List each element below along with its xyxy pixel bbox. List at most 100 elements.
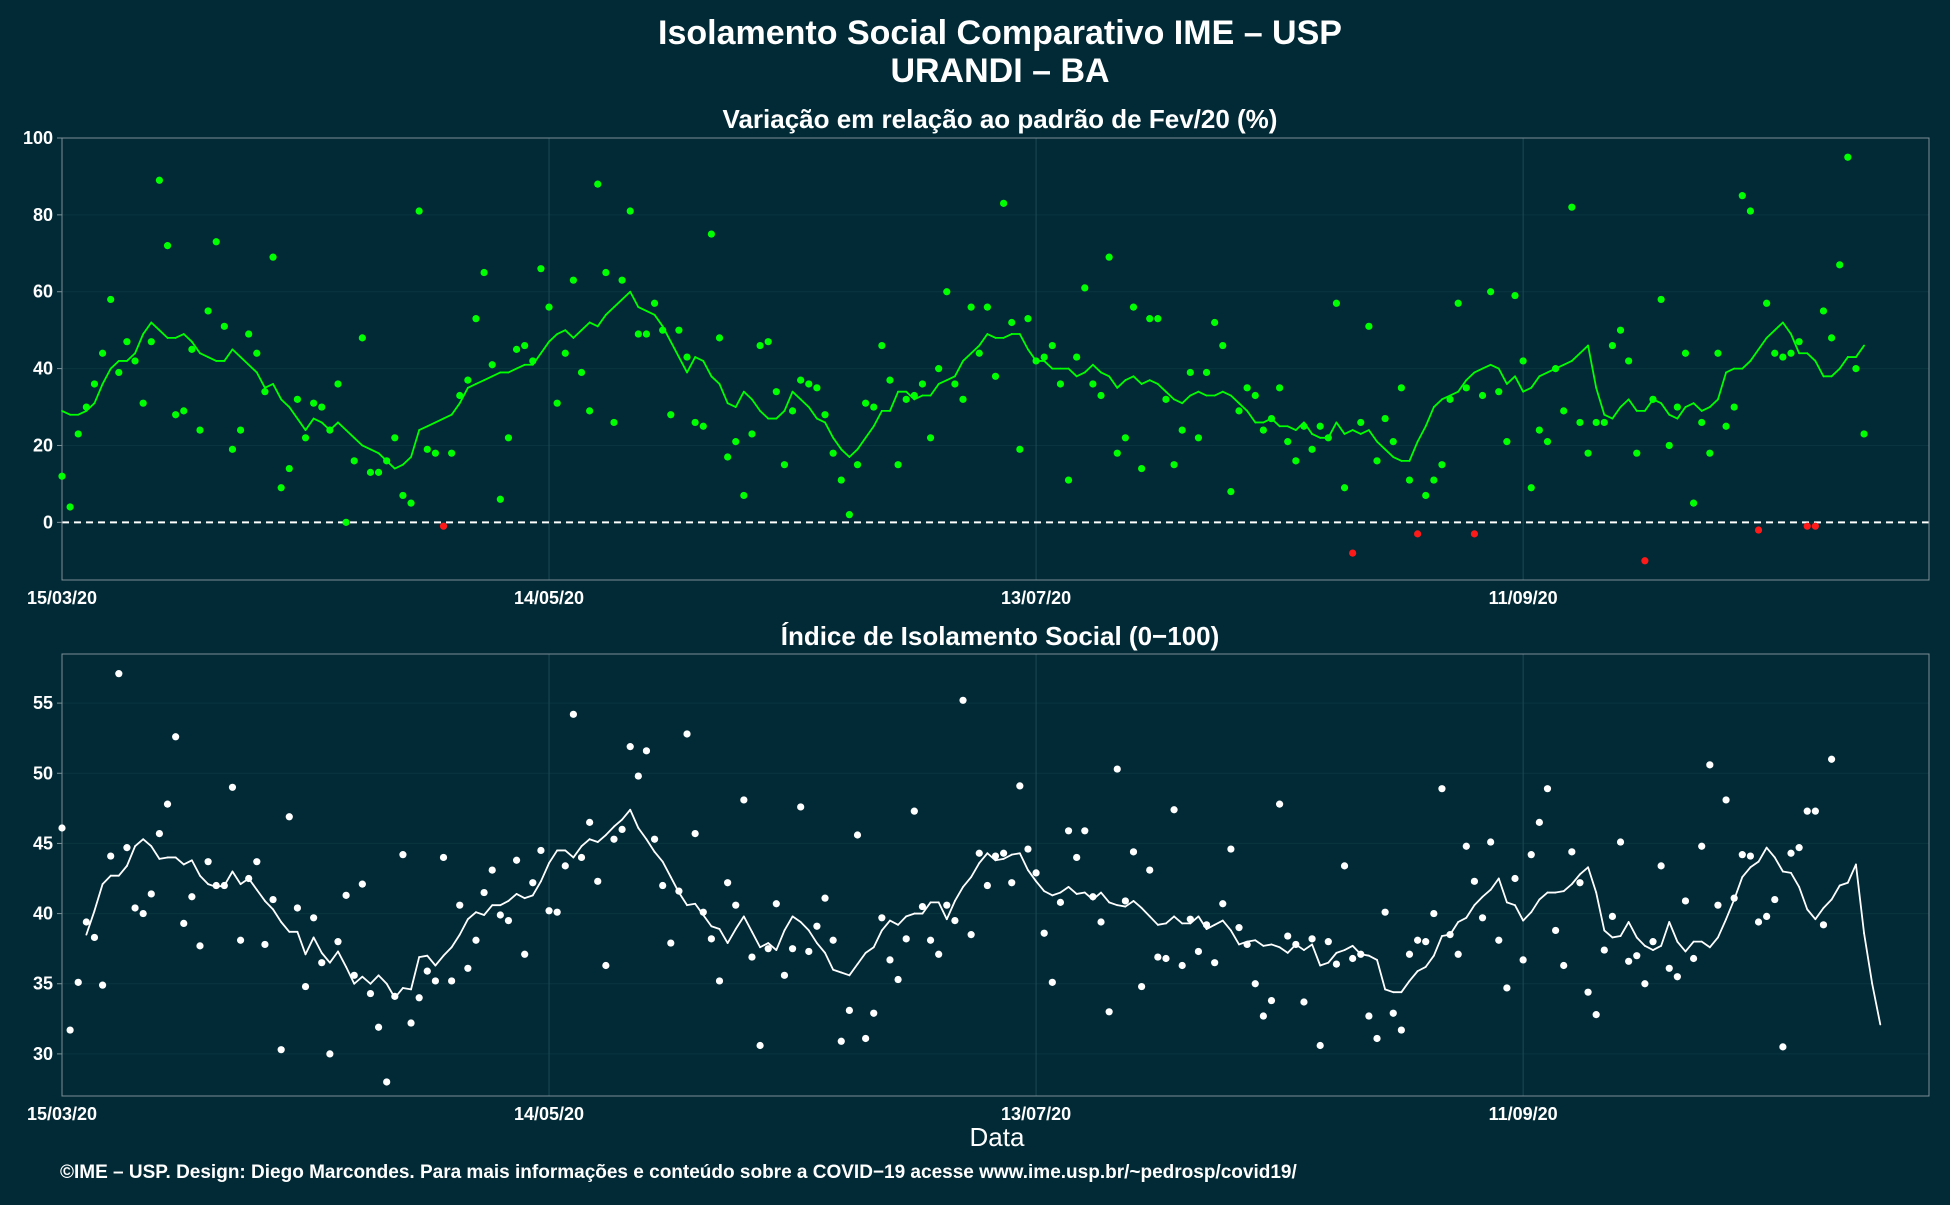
daily-point [74,430,82,438]
daily-point [1211,318,1219,327]
daily-point [1186,368,1194,377]
daily-point [212,881,220,890]
moving-average-segment [937,901,948,921]
moving-average-segment [1627,398,1638,412]
moving-average-segment [304,936,315,956]
daily-point [188,893,196,901]
daily-point [1089,380,1097,388]
daily-point [1811,522,1819,530]
daily-point [350,971,358,979]
moving-average-segment [1514,375,1525,393]
moving-average-segment [1481,888,1492,898]
daily-point [1389,438,1397,446]
daily-point [918,902,927,911]
daily-point [1722,422,1730,430]
daily-point [472,936,480,944]
daily-point [1698,842,1706,850]
daily-point [626,743,634,751]
moving-average-segment [1814,907,1825,921]
moving-average-segment [1481,363,1492,370]
daily-point [1576,879,1584,887]
moving-average-segment [629,808,640,829]
moving-average-segment [1717,371,1727,401]
y-tick-label: 40 [33,359,53,379]
moving-average-segment [434,417,445,424]
daily-point [675,887,683,895]
moving-average-segment [994,857,1005,862]
daily-point [391,992,399,1000]
moving-average-segment [1424,406,1435,428]
moving-average-segment [1855,863,1865,935]
daily-point [1665,441,1673,450]
moving-average-segment [1627,921,1638,939]
daily-point [220,322,228,330]
daily-point [1689,954,1698,963]
daily-point [959,395,967,403]
moving-average-segment [507,893,518,902]
moving-average-segment [613,818,623,828]
daily-point [1235,407,1243,415]
daily-point [1438,461,1446,469]
moving-average-segment [1806,352,1817,362]
daily-point [131,904,139,912]
moving-average-segment [1221,919,1232,932]
moving-average-segment [426,421,437,428]
daily-point [261,940,269,949]
daily-point [1746,207,1755,215]
daily-point [1276,800,1284,808]
moving-average-segment [1700,940,1711,949]
daily-point [439,853,448,862]
daily-point [464,964,472,972]
moving-average-segment [369,974,380,985]
daily-point [1795,338,1803,346]
moving-average-segment [304,417,315,432]
moving-average-segment [337,950,348,968]
daily-point [1568,203,1576,211]
daily-point [602,961,610,970]
daily-point [1324,938,1332,946]
moving-average-segment [1765,329,1776,339]
moving-average-segment [1846,863,1857,884]
daily-point [1446,931,1454,939]
daily-point [1405,950,1414,958]
moving-average-segment [1587,344,1598,389]
moving-average-segment [1773,321,1784,332]
moving-average-segment [1765,846,1776,859]
moving-average-segment [377,974,388,985]
daily-point [472,315,480,323]
daily-point [1527,851,1535,859]
daily-point [1113,449,1121,457]
moving-average-segment [1384,448,1395,458]
daily-point [878,914,886,922]
y-tick-label: 20 [33,435,53,455]
daily-point [318,959,326,967]
moving-average-segment [1822,898,1833,909]
x-tick-label: 15/03/20 [27,588,97,608]
daily-point [634,330,642,338]
daily-point [797,376,805,384]
moving-average-segment [767,942,778,951]
moving-average-segment [1051,891,1062,897]
moving-average-segment [1262,943,1273,947]
moving-average-segment [1189,390,1200,397]
daily-point [732,901,740,909]
moving-average-segment [1514,904,1525,922]
moving-average-segment [734,390,745,408]
daily-point [715,334,724,342]
daily-point [66,1026,74,1034]
daily-point [813,922,821,930]
daily-point [383,457,391,465]
daily-point [1503,984,1511,992]
daily-point [1543,438,1552,446]
daily-point [480,268,488,277]
daily-point [732,438,740,446]
daily-point [561,862,569,870]
moving-average-segment [1725,367,1736,374]
daily-point [529,357,537,365]
moving-average-segment [1108,375,1119,389]
moving-average-segment [686,902,697,907]
daily-point [172,733,180,741]
moving-average-segment [864,425,875,439]
moving-average-segment [572,845,583,859]
daily-point [269,253,277,261]
